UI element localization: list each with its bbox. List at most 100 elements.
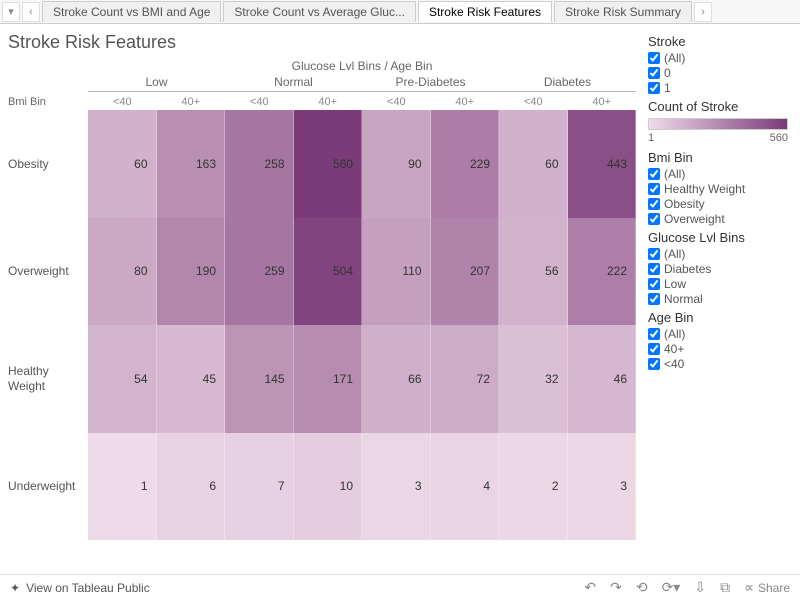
sub-col: 40+ bbox=[294, 94, 363, 110]
checkbox[interactable] bbox=[648, 248, 660, 260]
filter-bmi-title: Bmi Bin bbox=[648, 150, 792, 165]
filter-age-title: Age Bin bbox=[648, 310, 792, 325]
tab-stroke-count-vs-bmi-and-age[interactable]: Stroke Count vs BMI and Age bbox=[42, 1, 221, 22]
heatmap-cell[interactable]: 6 bbox=[157, 433, 226, 541]
heatmap-cell[interactable]: 229 bbox=[431, 110, 500, 218]
tab-next[interactable]: › bbox=[694, 2, 712, 22]
heatmap-cell[interactable]: 56 bbox=[499, 218, 568, 326]
heatmap-cell[interactable]: 207 bbox=[431, 218, 500, 326]
table-row: Underweight167103423 bbox=[8, 433, 636, 541]
row-label: Underweight bbox=[8, 433, 88, 541]
heatmap-cell[interactable]: 259 bbox=[225, 218, 294, 326]
checkbox[interactable] bbox=[648, 358, 660, 370]
tab-stroke-risk-features[interactable]: Stroke Risk Features bbox=[418, 1, 552, 22]
legend-min: 1 bbox=[648, 132, 654, 144]
heatmap-cell[interactable]: 443 bbox=[568, 110, 637, 218]
heatmap-cell[interactable]: 4 bbox=[431, 433, 500, 541]
filter-option[interactable]: (All) bbox=[648, 51, 792, 65]
row-label: Overweight bbox=[8, 218, 88, 326]
sub-col: <40 bbox=[499, 94, 568, 110]
heatmap-cell[interactable]: 80 bbox=[88, 218, 157, 326]
heatmap-cell[interactable]: 72 bbox=[431, 325, 500, 433]
heatmap-cell[interactable]: 258 bbox=[225, 110, 294, 218]
checkbox[interactable] bbox=[648, 198, 660, 210]
tab-dropdown[interactable]: ▾ bbox=[2, 2, 20, 22]
heatmap-cell[interactable]: 46 bbox=[568, 325, 637, 433]
filter-option[interactable]: 0 bbox=[648, 66, 792, 80]
sub-col: 40+ bbox=[568, 94, 637, 110]
undo-icon[interactable]: ↶ bbox=[584, 579, 596, 596]
checkbox[interactable] bbox=[648, 52, 660, 64]
heatmap-cell[interactable]: 7 bbox=[225, 433, 294, 541]
filter-option[interactable]: Healthy Weight bbox=[648, 182, 792, 196]
revert-icon[interactable]: ⟲ bbox=[636, 579, 648, 596]
refresh-icon[interactable]: ⟳▾ bbox=[662, 579, 681, 596]
filter-option[interactable]: Low bbox=[648, 277, 792, 291]
heatmap-cell[interactable]: 190 bbox=[157, 218, 226, 326]
checkbox[interactable] bbox=[648, 67, 660, 79]
checkbox[interactable] bbox=[648, 293, 660, 305]
filter-option[interactable]: 1 bbox=[648, 81, 792, 95]
column-super-header: Glucose Lvl Bins / Age Bin bbox=[88, 59, 636, 73]
col-group: Low bbox=[88, 75, 225, 92]
checkbox[interactable] bbox=[648, 328, 660, 340]
filter-option[interactable]: Diabetes bbox=[648, 262, 792, 276]
heatmap-cell[interactable]: 163 bbox=[157, 110, 226, 218]
checkbox[interactable] bbox=[648, 183, 660, 195]
col-group: Pre-Diabetes bbox=[362, 75, 499, 92]
heatmap-cell[interactable]: 66 bbox=[362, 325, 431, 433]
heatmap-cell[interactable]: 54 bbox=[88, 325, 157, 433]
sub-col: <40 bbox=[88, 94, 157, 110]
fullscreen-icon[interactable]: ⧉ bbox=[720, 579, 730, 596]
heatmap-cell[interactable]: 90 bbox=[362, 110, 431, 218]
heatmap-cell[interactable]: 1 bbox=[88, 433, 157, 541]
filter-option[interactable]: Overweight bbox=[648, 212, 792, 226]
heatmap-cell[interactable]: 32 bbox=[499, 325, 568, 433]
heatmap-cell[interactable]: 145 bbox=[225, 325, 294, 433]
heatmap-cell[interactable]: 222 bbox=[568, 218, 637, 326]
heatmap-grid: Obesity601632585609022960443Overweight80… bbox=[8, 110, 636, 540]
download-icon[interactable]: ⇩ bbox=[694, 579, 706, 596]
heatmap-cell[interactable]: 60 bbox=[499, 110, 568, 218]
checkbox[interactable] bbox=[648, 82, 660, 94]
checkbox[interactable] bbox=[648, 343, 660, 355]
legend-title: Count of Stroke bbox=[648, 99, 792, 114]
checkbox[interactable] bbox=[648, 168, 660, 180]
filter-option[interactable]: 40+ bbox=[648, 342, 792, 356]
checkbox[interactable] bbox=[648, 263, 660, 275]
tab-stroke-risk-summary[interactable]: Stroke Risk Summary bbox=[554, 1, 692, 22]
visualization: Stroke Risk Features Bmi Bin Glucose Lvl… bbox=[0, 24, 640, 574]
col-group: Normal bbox=[225, 75, 362, 92]
main: Stroke Risk Features Bmi Bin Glucose Lvl… bbox=[0, 24, 800, 574]
legend-max: 560 bbox=[770, 132, 788, 144]
color-legend bbox=[648, 118, 788, 130]
redo-icon[interactable]: ↷ bbox=[610, 579, 622, 596]
heatmap-cell[interactable]: 10 bbox=[294, 433, 363, 541]
heatmap-cell[interactable]: 560 bbox=[294, 110, 363, 218]
filter-option[interactable]: <40 bbox=[648, 357, 792, 371]
filter-glucose-title: Glucose Lvl Bins bbox=[648, 230, 792, 245]
heatmap-cell[interactable]: 60 bbox=[88, 110, 157, 218]
checkbox[interactable] bbox=[648, 278, 660, 290]
tableau-icon: ✦ bbox=[10, 581, 20, 595]
heatmap-cell[interactable]: 2 bbox=[499, 433, 568, 541]
filter-option[interactable]: Obesity bbox=[648, 197, 792, 211]
heatmap-cell[interactable]: 504 bbox=[294, 218, 363, 326]
heatmap-cell[interactable]: 3 bbox=[362, 433, 431, 541]
heatmap-cell[interactable]: 3 bbox=[568, 433, 637, 541]
filter-option[interactable]: (All) bbox=[648, 167, 792, 181]
tab-prev[interactable]: ‹ bbox=[22, 2, 40, 22]
tab-stroke-count-vs-average-gluc-[interactable]: Stroke Count vs Average Gluc... bbox=[223, 1, 416, 22]
filter-option[interactable]: Normal bbox=[648, 292, 792, 306]
view-on-tableau-link[interactable]: ✦ View on Tableau Public bbox=[10, 581, 150, 595]
filter-option[interactable]: (All) bbox=[648, 327, 792, 341]
checkbox[interactable] bbox=[648, 213, 660, 225]
heatmap-cell[interactable]: 45 bbox=[157, 325, 226, 433]
sub-col: <40 bbox=[225, 94, 294, 110]
share-button[interactable]: ∝ Share bbox=[744, 579, 790, 596]
table-row: Obesity601632585609022960443 bbox=[8, 110, 636, 218]
heatmap-cell[interactable]: 110 bbox=[362, 218, 431, 326]
heatmap-cell[interactable]: 171 bbox=[294, 325, 363, 433]
col-group: Diabetes bbox=[499, 75, 636, 92]
filter-option[interactable]: (All) bbox=[648, 247, 792, 261]
